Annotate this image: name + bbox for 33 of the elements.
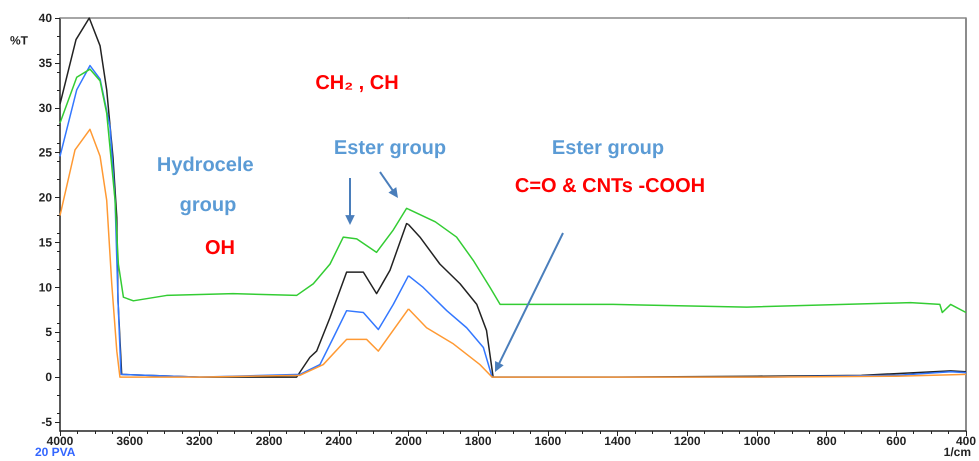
y-tick-label: 35 — [38, 56, 52, 70]
annotation: OH — [205, 237, 235, 259]
y-tick-label: 30 — [38, 100, 52, 115]
x-tick-label: 2400 — [325, 434, 352, 448]
y-tick-label: 0 — [45, 370, 52, 384]
y-tick-label: 15 — [38, 235, 52, 250]
x-tick-label: 3200 — [186, 434, 214, 448]
x-tick-label: 3600 — [116, 434, 144, 448]
x-tick-label: 600 — [886, 434, 907, 448]
x-tick-label: 1200 — [674, 434, 701, 448]
x-tick-label: 1400 — [604, 434, 632, 448]
y-tick-label: 5 — [45, 325, 52, 340]
annotation: Ester group — [334, 137, 446, 159]
x-tick-label: 800 — [816, 434, 837, 448]
y-tick-label: 20 — [38, 190, 52, 205]
annotation: Ester group — [552, 137, 664, 159]
x-tick-label: 1800 — [464, 434, 492, 448]
x-tick-label: 1000 — [744, 434, 771, 448]
y-tick-label: 10 — [38, 280, 52, 294]
x-tick-label: 1600 — [534, 434, 562, 448]
annotation: Hydrocele group — [156, 154, 260, 216]
x-axis-title: 1/cm — [944, 445, 972, 459]
x-tick-label: 4000 — [46, 434, 74, 448]
x-tick-label: 2800 — [256, 434, 283, 448]
text: 20 PVA — [35, 445, 76, 459]
y-tick-label: 25 — [38, 146, 52, 160]
annotation: CH₂ , CH — [315, 72, 399, 94]
y-axis-title: %T — [10, 33, 29, 48]
annotation: C=O & CNTs -COOH — [514, 175, 706, 197]
y-tick-label: -5 — [41, 415, 52, 430]
x-tick-label: 400 — [956, 434, 976, 448]
x-tick-label: 2000 — [395, 434, 422, 448]
y-tick-label: 40 — [38, 11, 52, 25]
